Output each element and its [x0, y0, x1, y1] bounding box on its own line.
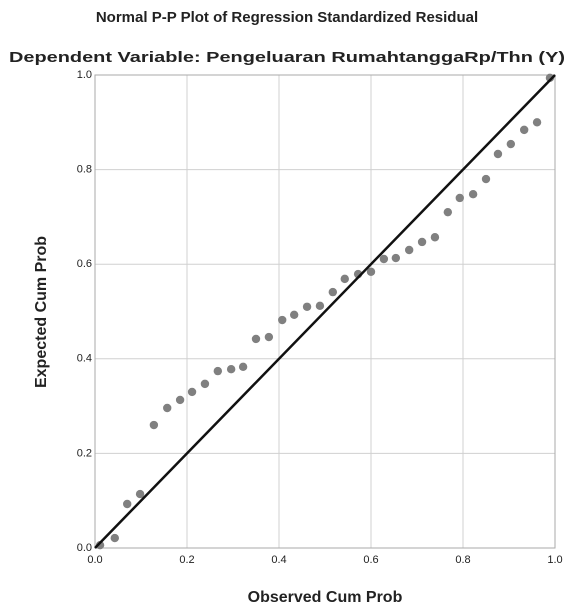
y-tick-label: 0.6	[77, 258, 92, 270]
point	[494, 150, 502, 158]
point	[123, 500, 131, 508]
y-tick-label: 0.8	[77, 164, 92, 176]
point	[214, 367, 222, 375]
y-tick-label: 0.4	[77, 353, 92, 365]
x-axis-label: Observed Cum Prob	[248, 589, 403, 606]
y-axis-label: Expected Cum Prob	[33, 236, 50, 388]
point	[201, 380, 209, 388]
point	[469, 190, 477, 198]
point	[380, 255, 388, 263]
page: Normal P-P Plot of Regression Standardiz…	[0, 0, 565, 609]
chart: Normal P-P Plot of Regression Standardiz…	[0, 0, 565, 609]
y-tick-label: 0.2	[77, 447, 92, 459]
point	[533, 118, 541, 126]
background	[0, 0, 565, 609]
point	[507, 140, 515, 148]
chart-subtitle: Dependent Variable: Pengeluaran Rumahtan…	[9, 49, 565, 66]
point	[278, 316, 286, 324]
point	[456, 194, 464, 202]
point	[431, 233, 439, 241]
point	[329, 288, 337, 296]
x-tick-label: 0.8	[455, 554, 470, 566]
x-tick-label: 0.4	[271, 554, 286, 566]
point	[239, 363, 247, 371]
point	[111, 534, 119, 542]
point	[150, 421, 158, 429]
x-tick-label: 0.0	[87, 554, 102, 566]
x-tick-label: 0.6	[363, 554, 378, 566]
y-tick-label: 1.0	[77, 69, 92, 81]
chart-title: Normal P-P Plot of Regression Standardiz…	[96, 9, 478, 26]
point	[341, 275, 349, 283]
point	[303, 303, 311, 311]
point	[482, 175, 490, 183]
point	[176, 396, 184, 404]
y-tick-label: 0.0	[77, 542, 92, 554]
point	[316, 302, 324, 310]
x-tick-label: 1.0	[547, 554, 562, 566]
point	[418, 238, 426, 246]
point	[227, 365, 235, 373]
point	[520, 126, 528, 134]
point	[290, 311, 298, 319]
point	[392, 254, 400, 262]
point	[405, 246, 413, 254]
x-tick-label: 0.2	[179, 554, 194, 566]
point	[444, 208, 452, 216]
point	[188, 388, 196, 396]
point	[252, 335, 260, 343]
point	[265, 333, 273, 341]
point	[163, 404, 171, 412]
